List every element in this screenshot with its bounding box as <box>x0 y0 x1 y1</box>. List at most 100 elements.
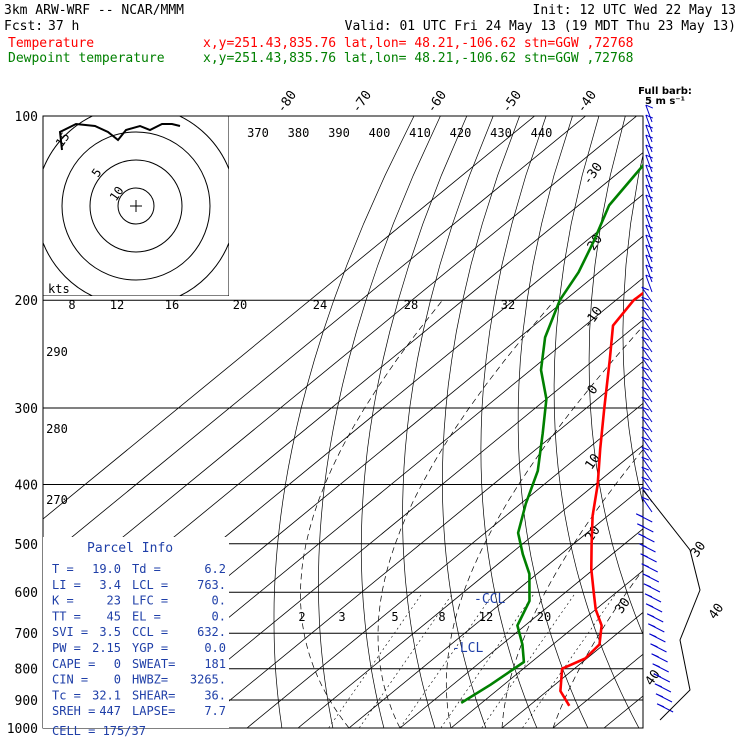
parcel-field-label: SREH = <box>52 704 95 718</box>
pressure-tick-label: 700 <box>15 627 38 642</box>
isotherm-label: -30 <box>580 160 606 188</box>
hodograph-ring <box>117 187 155 225</box>
wind-barb-flag <box>641 286 650 291</box>
parcel-field-label: LCL = <box>132 578 168 592</box>
wind-barb <box>645 164 653 183</box>
theta-e-label: 420 <box>450 126 472 140</box>
parcel-field-label: SVI = <box>52 625 88 639</box>
wind-barb-column <box>635 104 701 721</box>
isotherm-line <box>348 486 643 728</box>
dry-adiabat-line <box>588 116 643 636</box>
parcel-field-value: 32.1 <box>92 688 121 702</box>
dry-adiabat-line <box>517 116 589 728</box>
wind-barb-flag <box>635 513 644 518</box>
parcel-field-value: 632. <box>197 625 226 639</box>
wind-barb <box>645 144 653 163</box>
wind-barb <box>645 224 653 243</box>
wind-barb-flag <box>641 366 650 371</box>
wind-barb <box>645 204 653 223</box>
parcel-field-label: PW = <box>52 641 81 655</box>
dewpoint-location: x,y=251.43,835.76 lat,lon= 48.21,-106.62… <box>203 51 633 66</box>
wind-barb <box>645 134 653 153</box>
wind-barb-flag <box>645 144 654 149</box>
parcel-field-value: 3.5 <box>99 625 121 639</box>
pressure-tick-label: 500 <box>15 538 38 553</box>
isotherm-label: 0 <box>585 382 602 397</box>
wind-barb <box>641 406 653 423</box>
parcel-field-value: 6.2 <box>204 562 226 576</box>
wind-barb-flag <box>645 164 654 169</box>
wind-barb-flag <box>645 104 654 109</box>
wind-barb <box>641 386 653 403</box>
hodograph-speed-label: 8 <box>68 298 75 312</box>
isotherm-line <box>399 528 643 728</box>
wind-barb-flag <box>644 593 653 598</box>
hodograph-speed-label: 12 <box>110 298 124 312</box>
wind-barb <box>645 154 653 173</box>
parcel-field-value: 45 <box>107 609 121 623</box>
wind-barb <box>645 254 653 273</box>
wind-barb-flag <box>645 124 654 129</box>
wind-barb <box>641 496 653 513</box>
pressure-tick-label: 300 <box>15 402 38 417</box>
parcel-field-value: 36. <box>204 688 226 702</box>
init-time: Init: 12 UTC Wed 22 May 13 <box>533 3 737 18</box>
wind-barb-flag <box>641 316 650 321</box>
parcel-field-value: 3265. <box>190 673 226 687</box>
forecast-hour: 37 h <box>48 19 79 34</box>
wind-barb <box>641 336 653 353</box>
wind-barb-flag <box>645 264 654 269</box>
wind-barb-flag <box>652 663 660 668</box>
theta-e-label: 400 <box>369 126 391 140</box>
ccl-marker: -CCL <box>474 592 505 607</box>
wind-barb <box>641 436 653 453</box>
theta-e-label: 390 <box>328 126 350 140</box>
mixing-ratio-label: 5 <box>391 610 398 624</box>
theta-label: 290 <box>46 345 68 359</box>
wind-barb-flag <box>641 456 650 461</box>
wind-barb-flag <box>650 643 658 648</box>
wind-barb-flag <box>637 523 645 528</box>
isotherm-line <box>706 116 740 728</box>
wind-barb <box>645 264 653 283</box>
wind-barb <box>641 426 653 443</box>
isotherm-line <box>655 116 740 728</box>
hodograph-ring-label: 15 <box>53 130 73 150</box>
parcel-field-value: 0. <box>212 594 226 608</box>
theta-label: 270 <box>46 493 68 507</box>
wind-barb-flag <box>645 254 654 259</box>
wind-barb-flag <box>641 396 650 401</box>
wind-barb-flag <box>641 563 649 568</box>
parcel-field-label: CIN = <box>52 673 88 687</box>
parcel-field-label: LI = <box>52 578 81 592</box>
wind-barb-flag <box>641 306 650 311</box>
dry-adiabat-line <box>360 116 468 728</box>
wind-barb <box>641 316 653 333</box>
wind-barb-flag <box>641 336 650 341</box>
wind-barb <box>645 184 653 203</box>
parcel-field-label: CAPE = <box>52 657 95 671</box>
isotherm-line <box>43 116 586 562</box>
dry-adiabat-line <box>318 116 441 728</box>
wind-barb-flag <box>645 274 654 279</box>
wind-barb-flag <box>641 356 650 361</box>
theta-e-label: 380 <box>288 126 310 140</box>
wind-barb-flag <box>641 406 650 411</box>
wind-barb-flag <box>656 703 665 708</box>
dry-adiabat-line <box>719 116 740 728</box>
wind-barb-flag <box>641 296 650 301</box>
dry-adiabat-line <box>402 116 494 728</box>
moist-adiabat-line <box>377 299 555 728</box>
wind-barb-flag <box>645 194 654 199</box>
wind-barb-flag <box>654 683 663 688</box>
mixing-ratio-label: 12 <box>479 610 493 624</box>
parcel-field-value: 0.0 <box>204 641 226 655</box>
wind-barb-flag <box>645 204 654 209</box>
pressure-tick-label: 600 <box>15 586 38 601</box>
wind-barb-flag <box>645 244 654 249</box>
parcel-field-value: 0 <box>114 657 121 671</box>
pressure-tick-label: 100 <box>15 110 38 125</box>
theta-e-label: 370 <box>247 126 269 140</box>
wind-barb-flag <box>645 214 654 219</box>
